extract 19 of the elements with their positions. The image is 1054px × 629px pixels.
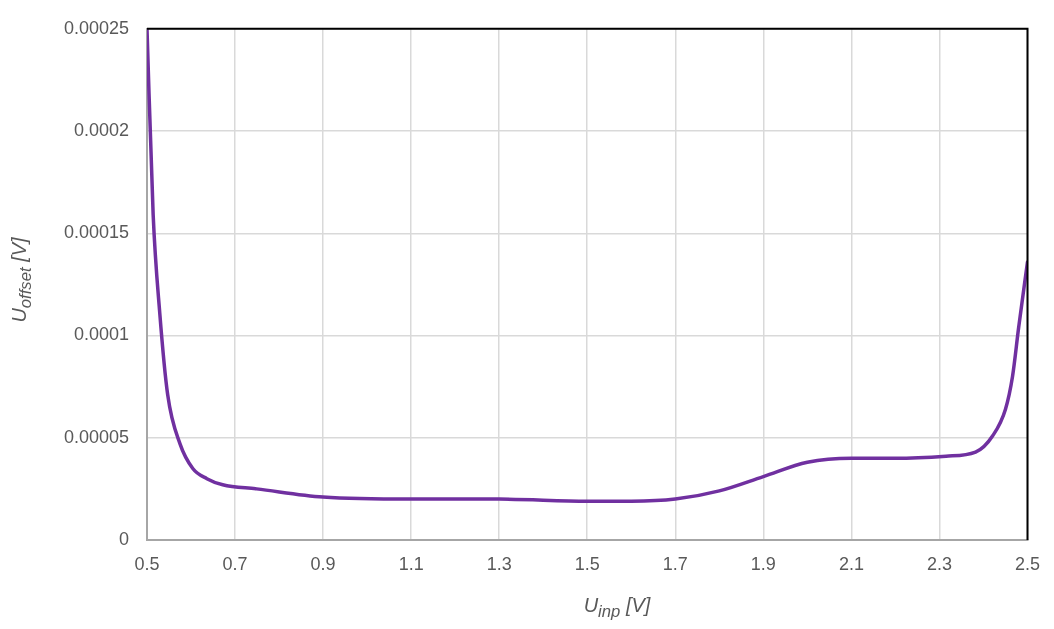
x-tick-label: 1.1 (398, 553, 424, 574)
x-tick-label: 1.9 (750, 553, 776, 574)
y-tick-label: 0 (118, 528, 129, 549)
x-axis-title: U$_{inp}$ [V] (582, 594, 652, 622)
line-series (147, 28, 1028, 503)
x-tick-label: 1.3 (486, 553, 512, 574)
x-tick-label: 2.3 (926, 553, 952, 574)
y-tick-label: 0.0001 (73, 324, 129, 345)
y-tick-label: 0.00025 (63, 17, 129, 38)
x-tick-label: 2.5 (1014, 553, 1040, 574)
x-tick-label: 0.9 (310, 553, 336, 574)
y-tick-label: 0.0002 (73, 120, 129, 141)
x-tick-label: 1.5 (574, 553, 600, 574)
x-tick-label: 0.5 (134, 553, 160, 574)
x-tick-label: 0.7 (222, 553, 248, 574)
x-tick-label: 1.7 (662, 553, 688, 574)
y-tick-label: 0.00005 (63, 426, 129, 447)
y-tick-label: 0.00015 (63, 222, 129, 243)
x-tick-label: 2.1 (838, 553, 864, 574)
